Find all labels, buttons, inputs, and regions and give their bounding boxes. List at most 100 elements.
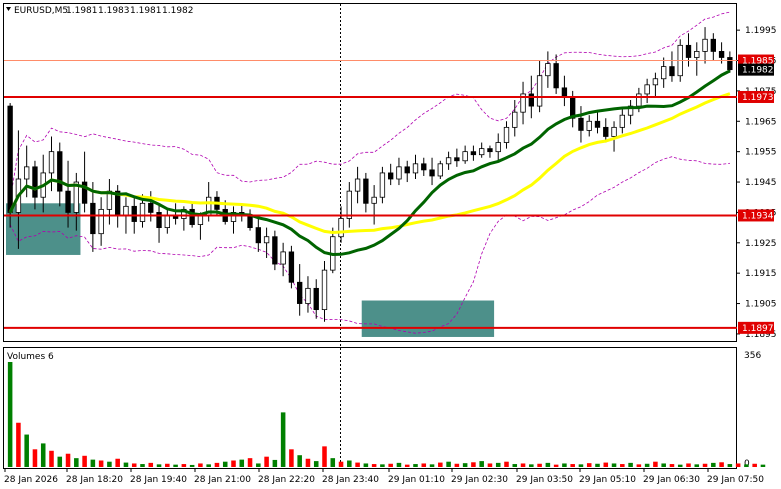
candle-bull [48,151,55,174]
candle-bull [437,163,443,177]
y-tick-label: 1.1965 [745,117,777,127]
candle-bull [396,166,402,180]
candle-bear [528,93,534,107]
price-panel-frame [3,3,737,342]
candle-bear [594,120,601,128]
candle-bull [652,78,659,86]
candle-bear [487,148,493,153]
volume-scale-zero: 0 [744,459,750,469]
candle-bull [512,111,518,128]
candle-bear [603,126,609,137]
candle-bear [65,190,71,213]
candle-bear [272,236,278,265]
candle-bull [536,75,543,107]
candle-bull [379,172,386,198]
price-level-label: 1.1985 [742,57,774,67]
candle-bull [24,166,30,180]
candle-bear [7,105,13,213]
candle-bull [321,269,328,311]
candle-bull [462,151,468,162]
candle-bear [288,251,295,283]
price-level-tag [738,54,774,67]
candle-bull [495,142,501,153]
candle-bear [81,181,88,204]
candle-bear [470,151,477,156]
candle-bear [32,166,38,198]
candle-bear [710,38,716,52]
candle-bear [57,151,63,192]
candle-bull [346,190,352,219]
ma-fast-line [8,69,731,257]
candle-bear [421,163,427,171]
x-tick-label: 29 Jan 03:50 [516,475,573,485]
candle-bear [669,66,675,77]
candle-bull [694,51,700,58]
candle-bear [90,202,96,235]
bollinger-lower [9,156,730,334]
candle-bear [553,63,559,89]
dropdown-arrow-icon[interactable] [6,7,11,11]
x-tick-label: 28 Jan 21:00 [194,475,251,485]
y-tick-label: 1.1945 [745,178,777,188]
candle-bear [685,44,692,58]
high-value: 1.1983 [98,6,130,16]
price-level-label: 1.1982 [742,66,774,76]
candle-bull [139,202,146,222]
candle-bull [586,120,592,131]
candle-bull [98,208,104,235]
candle-bear [429,169,435,177]
candle-bull [627,105,634,116]
x-tick-label: 28 Jan 19:40 [130,475,187,485]
candle-bear [404,166,410,174]
candle-bull [412,163,419,174]
candle-bull [445,157,452,165]
price-level-tag [738,63,774,76]
candle-bull [280,251,286,265]
volume-scale-max: 356 [744,351,761,361]
candle-bull [305,287,311,304]
candle-bull [197,215,204,225]
candle-bear [454,157,460,162]
price-level-label: 1.1973 [742,93,774,103]
candle-bear [156,212,162,229]
x-tick-label: 29 Jan 01:10 [388,475,445,485]
y-tick-label: 1.1995 [745,26,777,36]
x-tick-label: 28 Jan 2026 [4,475,58,485]
candle-bull [263,236,270,244]
candle-bear [363,178,369,204]
x-tick-label: 29 Jan 07:50 [707,475,764,485]
candle-bull [338,218,344,238]
low-value: 1.1981 [130,6,162,16]
candles-layer [7,27,733,322]
candle-bull [503,126,510,143]
candle-bull [644,84,650,95]
moving-averages [8,69,731,257]
y-tick-label: 1.1915 [745,269,777,279]
candle-bear [131,205,137,222]
candle-bull [123,205,129,216]
symbol-label: EURUSD,M5 [14,6,68,16]
price-level-label: 1.1897 [742,324,774,334]
price-level-label: 1.1934 [742,211,774,221]
candle-bull [702,38,708,52]
candle-bull [545,63,551,77]
volume-panel-frame [3,347,737,469]
candle-bull [661,66,667,80]
close-value: 1.1982 [162,6,194,16]
candle-bull [371,196,377,204]
x-tick-label: 28 Jan 18:20 [66,475,123,485]
x-axis: 28 Jan 2026 28 Jan 18:20 28 Jan 19:40 28 Ja… [4,468,764,485]
x-tick-label: 28 Jan 22:20 [258,475,315,485]
candle-bear [297,281,303,304]
candle-bear [561,87,568,98]
candle-bull [619,114,625,128]
x-tick-label: 29 Jan 06:30 [643,475,700,485]
candle-bull [354,178,361,192]
y-tick-label: 1.1955 [745,148,777,158]
candle-bull [73,181,79,213]
candle-bull [520,93,526,113]
highlight-zone [361,300,495,337]
candle-bear [148,202,154,213]
